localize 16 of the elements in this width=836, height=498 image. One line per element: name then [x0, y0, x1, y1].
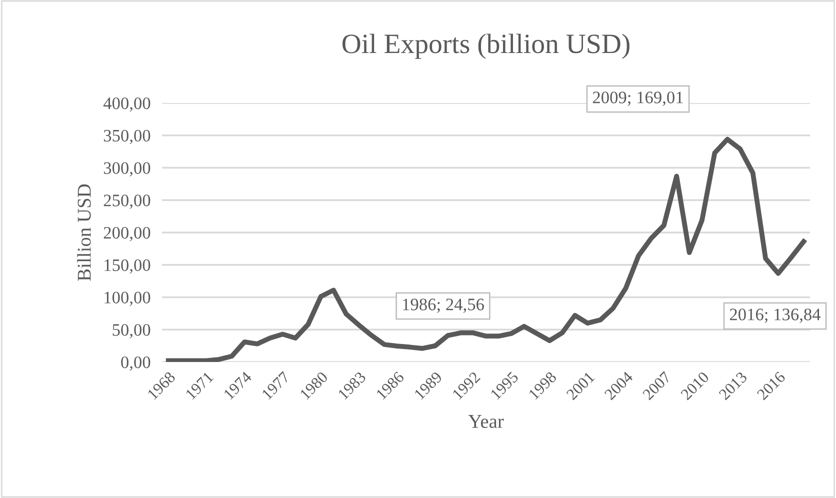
y-tick-label: 100,00: [104, 292, 150, 306]
x-axis-title: Year: [468, 415, 504, 428]
y-axis-title: Billion USD: [77, 184, 91, 281]
annotation: 1986; 24,56: [403, 298, 484, 313]
annotation: 2009; 169,01: [592, 92, 683, 106]
y-tick-label: 200,00: [104, 226, 150, 242]
y-tick-label: 0,00: [121, 356, 150, 371]
y-tick-label: 50,00: [112, 324, 150, 338]
annotation: 2016; 136,84: [730, 308, 821, 323]
y-tick-label: 250,00: [104, 194, 150, 209]
y-tick-label: 300,00: [104, 162, 150, 176]
y-tick-label: 150,00: [104, 259, 150, 274]
chart-title: Oil Exports (billion USD): [342, 34, 630, 59]
x-tick-label: 1971: [185, 371, 214, 400]
y-tick-label: 400,00: [103, 97, 150, 112]
y-tick-label: 350,00: [104, 130, 150, 144]
